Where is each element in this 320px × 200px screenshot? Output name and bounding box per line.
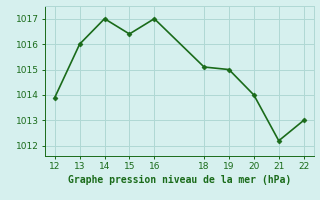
X-axis label: Graphe pression niveau de la mer (hPa): Graphe pression niveau de la mer (hPa) (68, 175, 291, 185)
